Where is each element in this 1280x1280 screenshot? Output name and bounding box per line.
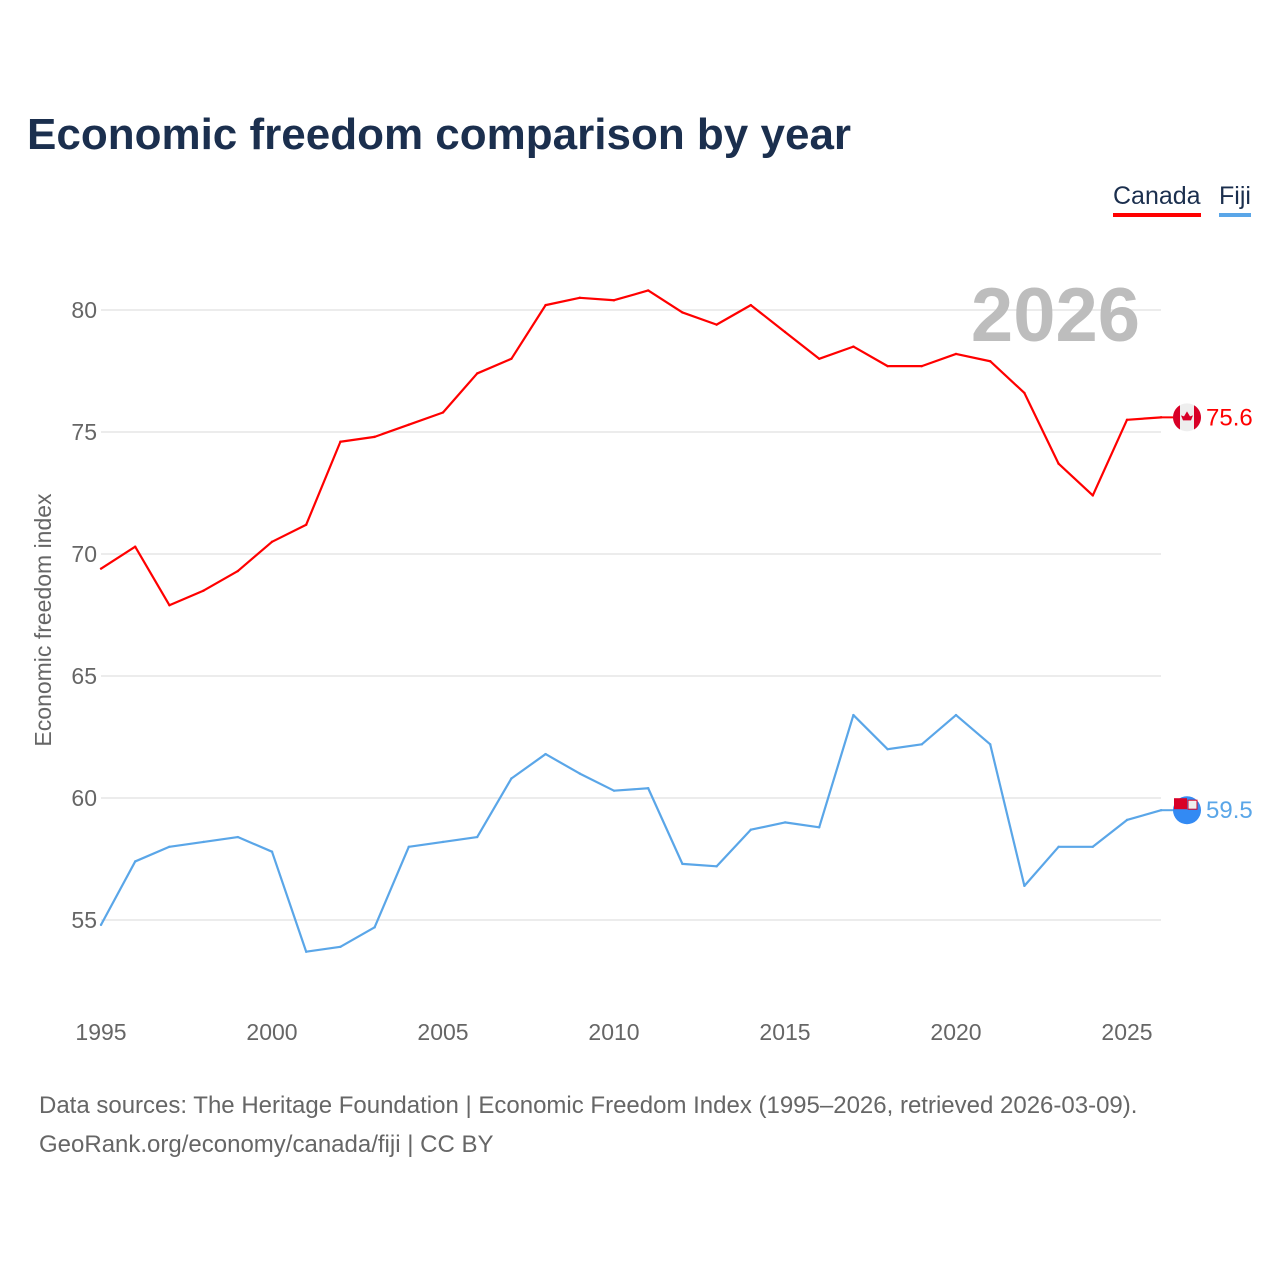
flag-shield <box>1187 799 1198 810</box>
data-point <box>749 303 752 307</box>
data-point <box>612 299 616 302</box>
data-point <box>441 411 445 414</box>
data-point <box>647 787 650 790</box>
data-point <box>954 713 958 717</box>
data-point <box>783 821 787 824</box>
chart-title: Economic freedom comparison by year <box>27 110 852 159</box>
series-line-fiji <box>100 713 1162 953</box>
data-point <box>441 840 445 844</box>
data-point <box>134 545 137 548</box>
y-tick-label: 55 <box>71 907 97 933</box>
end-value-label-canada: 75.6 <box>1206 404 1253 431</box>
data-point <box>544 752 547 756</box>
data-point <box>270 540 274 543</box>
data-point <box>202 589 205 592</box>
x-tick-label: 2000 <box>246 1019 297 1045</box>
data-point <box>1057 845 1060 848</box>
data-point <box>715 323 718 326</box>
year-watermark: 2026 <box>971 273 1140 358</box>
data-point <box>852 345 855 348</box>
data-point <box>749 828 752 831</box>
data-point <box>920 743 923 746</box>
x-tick-label: 2005 <box>417 1019 468 1045</box>
data-point <box>510 357 513 360</box>
data-point <box>886 748 889 751</box>
legend-item-canada[interactable]: Canada <box>1113 182 1201 217</box>
data-point <box>818 826 821 829</box>
y-axis-label: Economic freedom index <box>30 493 56 747</box>
y-tick-label: 60 <box>71 785 97 811</box>
data-point <box>681 311 684 314</box>
data-point <box>647 289 650 292</box>
footer-sources: Data sources: The Heritage Foundation | … <box>39 1092 1138 1119</box>
data-point <box>476 372 479 375</box>
y-tick-label: 80 <box>71 297 97 323</box>
data-point <box>134 860 137 863</box>
data-point <box>510 777 513 780</box>
x-tick-label: 1995 <box>75 1019 126 1045</box>
data-point <box>339 440 342 443</box>
data-point <box>681 862 684 866</box>
data-point <box>168 845 171 848</box>
data-point <box>920 364 923 368</box>
y-tick-label: 70 <box>71 541 97 567</box>
data-point <box>1125 418 1129 421</box>
data-point <box>1023 391 1026 395</box>
data-point <box>373 435 376 439</box>
data-point <box>818 357 821 360</box>
data-point <box>954 352 958 356</box>
x-tick-label: 2025 <box>1101 1019 1152 1045</box>
data-point <box>373 926 376 929</box>
y-tick-label: 65 <box>71 663 97 689</box>
data-point <box>407 845 410 848</box>
data-point <box>1091 494 1095 497</box>
data-point <box>852 713 855 717</box>
footer: Data sources: The Heritage Foundation | … <box>39 1086 1137 1164</box>
data-point <box>544 303 547 307</box>
data-point <box>715 865 718 868</box>
data-point <box>1057 462 1060 465</box>
data-point <box>989 360 992 363</box>
flag-band <box>1173 405 1180 430</box>
flag-union <box>1174 798 1187 810</box>
fiji-flag-icon <box>1173 796 1201 825</box>
data-point <box>783 330 787 334</box>
canada-flag-icon <box>1173 403 1201 432</box>
data-point <box>407 423 410 426</box>
y-tick-label: 75 <box>71 419 97 445</box>
x-tick-label: 2015 <box>759 1019 810 1045</box>
data-point <box>1125 818 1129 822</box>
data-point <box>612 789 616 792</box>
data-point <box>99 923 103 927</box>
x-tick-label: 2010 <box>588 1019 639 1045</box>
data-point <box>236 569 239 573</box>
data-point <box>1023 884 1026 888</box>
series-line-canada <box>100 289 1162 607</box>
data-point <box>578 296 581 299</box>
data-point <box>168 604 171 607</box>
data-point <box>202 840 205 844</box>
data-point <box>305 950 308 953</box>
data-point <box>236 835 239 839</box>
data-point <box>270 850 274 853</box>
data-point <box>305 523 308 526</box>
data-point <box>476 835 479 839</box>
data-point <box>989 743 992 746</box>
data-point <box>1091 845 1095 848</box>
footer-link[interactable]: GeoRank.org/economy/canada/fiji | CC BY <box>39 1131 494 1158</box>
data-point <box>339 945 342 949</box>
maple-leaf <box>1181 411 1193 421</box>
data-point <box>886 364 889 368</box>
data-point <box>578 772 581 775</box>
data-point <box>99 567 103 570</box>
legend-item-fiji[interactable]: Fiji <box>1219 182 1251 217</box>
end-value-label-fiji: 59.5 <box>1206 797 1253 824</box>
flag-band <box>1194 405 1201 430</box>
x-tick-label: 2020 <box>930 1019 981 1045</box>
